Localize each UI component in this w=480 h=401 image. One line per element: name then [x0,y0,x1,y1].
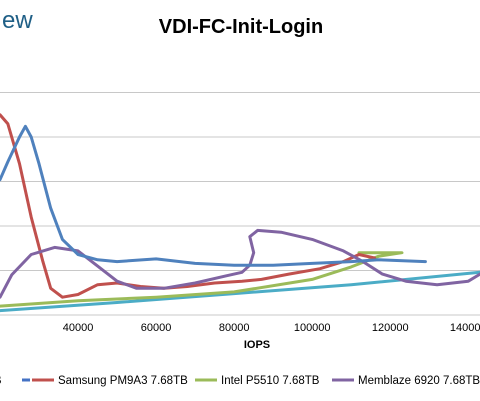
series-line-0 [0,270,480,313]
x-tick-label: 100000 [294,322,331,334]
legend-label-1: Samsung PM9A3 7.68TB [58,375,188,387]
series-lines [0,113,480,313]
x-tick-label: 60000 [141,322,172,334]
x-tick-label: 80000 [219,322,250,334]
series-line-2 [0,113,377,299]
x-tick-label: 140000 [450,322,480,334]
brand-logo-fragment: ew [2,7,33,34]
x-tick-label: 40000 [63,322,94,334]
legend-label-3: Memblaze 6920 7.68TB [358,375,480,387]
series-line-4 [0,124,427,267]
x-tick-labels: 40000 60000 80000 100000 120000 140000 [63,322,480,334]
x-axis-label: IOPS [244,339,270,351]
series-line-1 [0,251,404,308]
x-tick-label: 120000 [372,322,409,334]
legend-label-2: Intel P5510 7.68TB [221,375,320,387]
gridlines [0,92,480,316]
legend-label-0: 68TB [0,375,2,387]
legend: 68TB Samsung PM9A3 7.68TB Intel P5510 7.68… [0,375,480,387]
chart-title: VDI-FC-Init-Login [159,16,323,38]
